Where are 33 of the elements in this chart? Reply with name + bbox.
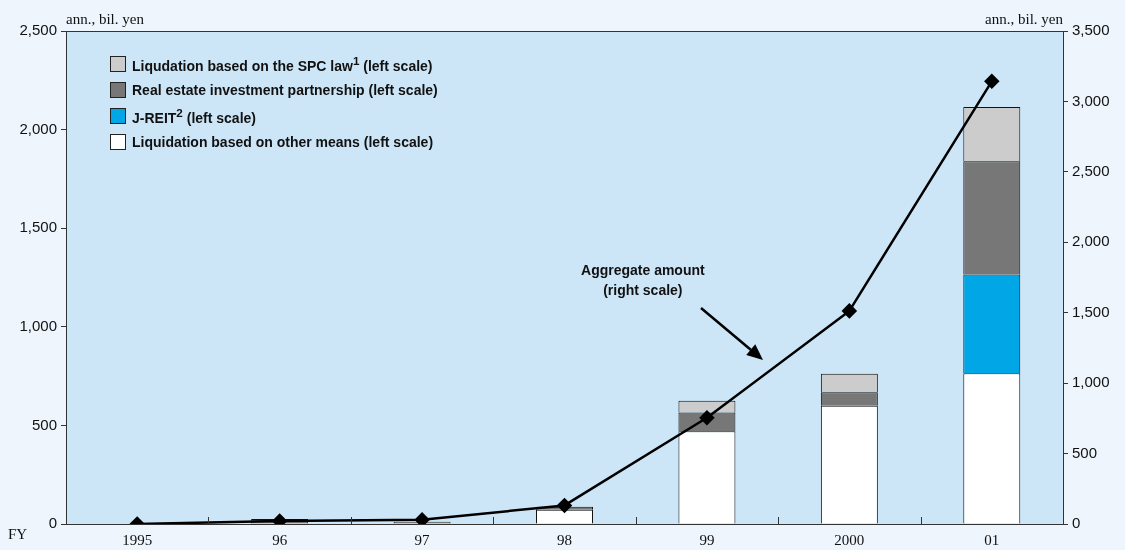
y2-tick-label: 2,000 — [1072, 232, 1110, 250]
x-axis-title: FY — [8, 526, 28, 543]
legend-label: Liqudation based on the SPC law$^{1}$ (left scale) — [132, 54, 433, 74]
legend-label: Real estate investment partnership (left scale) — [132, 82, 438, 98]
y2-tick-label: 0 — [1072, 514, 1081, 532]
y-tick-label: 500 — [31, 415, 57, 433]
y-tick-label: 2,500 — [19, 21, 57, 39]
y-tick-label: 1,500 — [19, 218, 57, 236]
y2-tick-label: 1,500 — [1072, 302, 1110, 320]
point — [557, 498, 572, 513]
x-tick-label: 98 — [557, 531, 572, 548]
point — [984, 74, 1000, 89]
point — [842, 303, 857, 319]
y2-tick-label: 3,000 — [1072, 91, 1110, 109]
y2-axis-title: ann., bil. yen — [985, 11, 1064, 28]
y-axis-title: ann., bil. yen — [66, 11, 145, 28]
legend-label: Liquidation based on other means (left scale) — [132, 134, 434, 150]
y2-tick-label: 2,500 — [1072, 162, 1110, 179]
x-tick-label: 99 — [699, 531, 715, 548]
y-tick-label: 2,000 — [19, 119, 57, 137]
legend-label: J-REIT$^{2}$ (left scale) — [132, 106, 256, 126]
annotation: Aggregate amount (right scale) — [581, 260, 705, 300]
y-tick-label: 1,000 — [19, 316, 57, 334]
point — [414, 512, 430, 524]
y2-tick-label: 1,000 — [1072, 373, 1110, 391]
y2-tick-label: 3,500 — [1072, 21, 1110, 39]
x-tick-label: 2000 — [834, 531, 865, 548]
x-tick-label: 01 — [984, 531, 1000, 548]
y-tick-label: 0 — [48, 514, 57, 532]
x-tick-label: 1995 — [122, 531, 153, 548]
x-tick-label: 96 — [272, 531, 288, 548]
y2-tick-label: 500 — [1072, 443, 1098, 461]
x-tick-label: 97 — [414, 531, 431, 548]
